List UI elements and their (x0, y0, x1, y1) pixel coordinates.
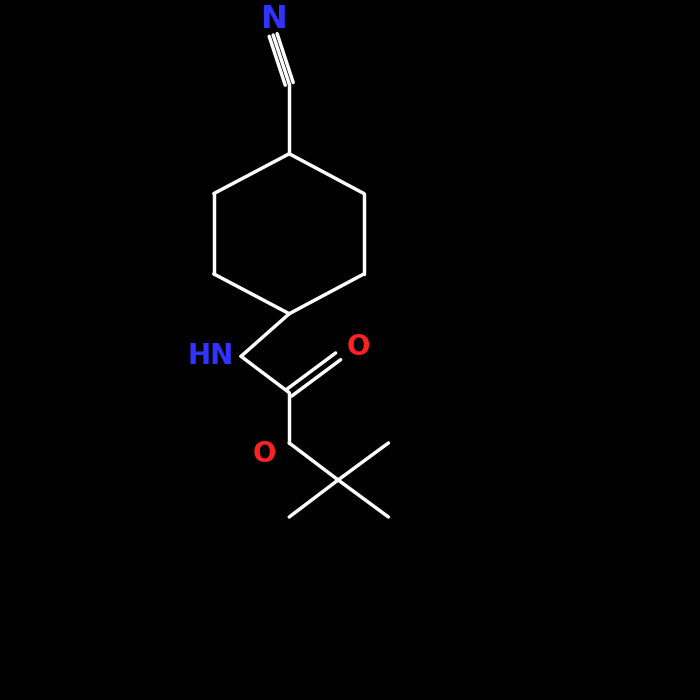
Text: O: O (253, 440, 276, 468)
Text: HN: HN (187, 342, 233, 370)
Text: N: N (260, 4, 286, 35)
Text: O: O (346, 332, 370, 360)
